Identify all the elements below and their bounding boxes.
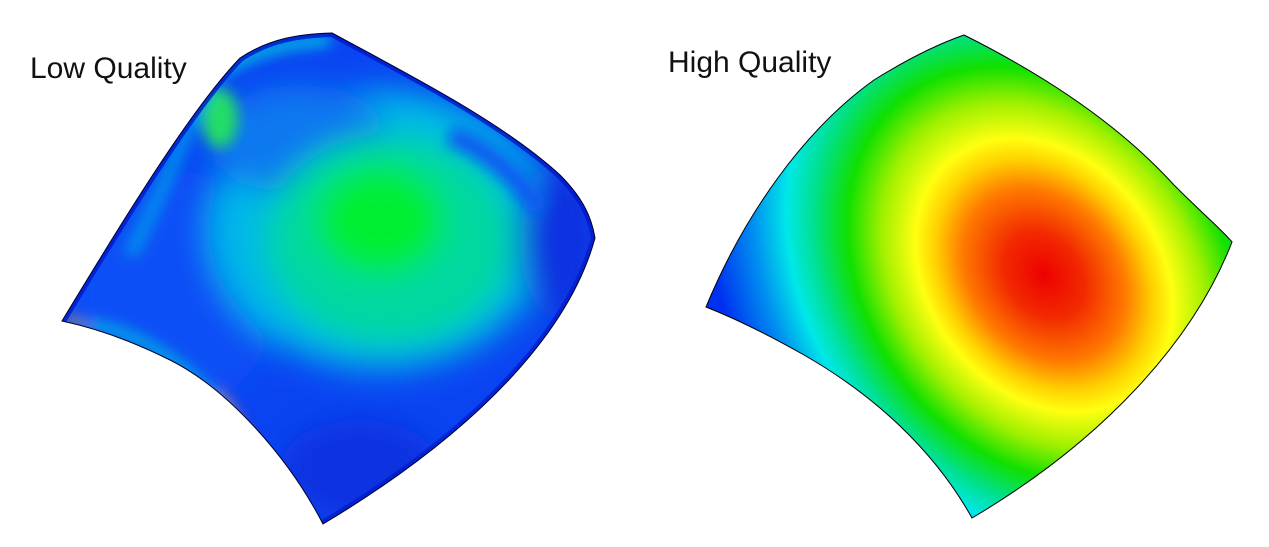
- low-quality-panel: Low Quality: [0, 0, 634, 547]
- low-quality-contour-plot: [61, 32, 596, 525]
- low-quality-label: Low Quality: [30, 52, 187, 85]
- high-quality-panel: High Quality: [634, 0, 1269, 547]
- high-quality-label: High Quality: [668, 46, 832, 79]
- high-quality-contour-plot: [705, 34, 1233, 519]
